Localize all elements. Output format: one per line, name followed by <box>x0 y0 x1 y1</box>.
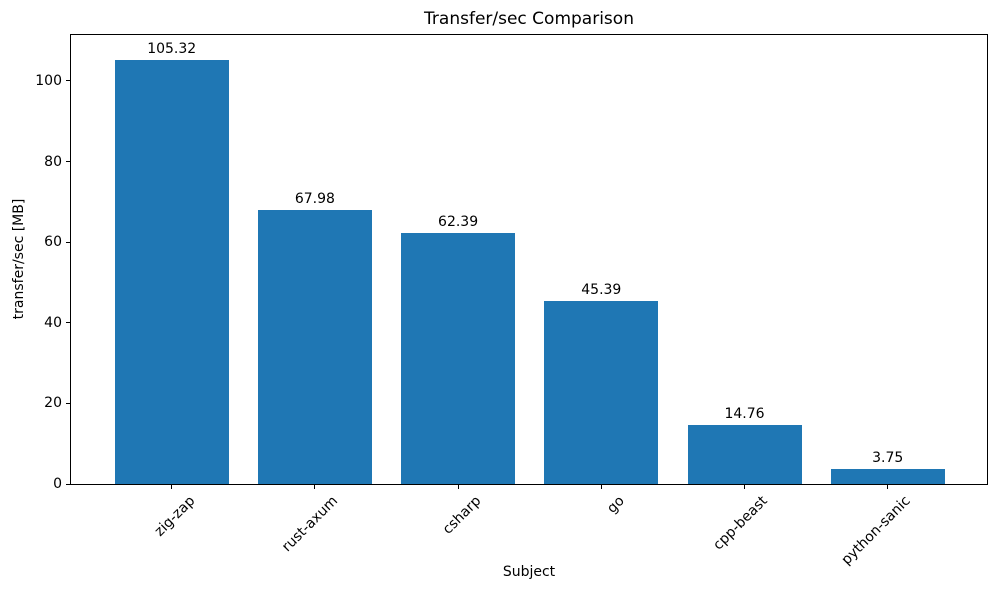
bar-value-label: 105.32 <box>147 40 197 57</box>
x-tick-mark <box>171 485 173 489</box>
x-tick-mark <box>457 485 459 489</box>
plot-area: 0 20 40 60 80 100 105.32 67.98 62.39 45.39 14.76 3… <box>35 34 988 568</box>
x-tick-mark <box>887 485 889 489</box>
bar-cpp-beast <box>687 424 802 484</box>
x-tick-label-csharp: csharp <box>439 493 485 538</box>
x-tick-label-python-sanic: python-sanic <box>838 493 915 569</box>
x-tick-mark <box>744 485 745 489</box>
bar-value-label: 45.39 <box>581 282 622 299</box>
bar-python-sanic <box>830 468 945 484</box>
y-tick-mark <box>66 322 70 324</box>
y-tick-label: 40 <box>44 314 62 331</box>
y-tick-mark <box>66 80 70 82</box>
bar-value-label: 62.39 <box>438 213 479 230</box>
x-tick-mark <box>314 485 316 489</box>
x-tick-label-zig-zap: zig-zap <box>151 493 199 540</box>
y-tick-mark <box>66 483 70 485</box>
bar-value-label: 3.75 <box>872 449 904 466</box>
y-tick-mark <box>66 402 70 404</box>
y-tick-label: 100 <box>35 72 62 89</box>
x-tick-label-rust-axum: rust-axum <box>279 493 342 556</box>
y-axis-label: transfer/sec [MB] <box>11 198 27 320</box>
y-tick-mark <box>66 161 70 163</box>
y-tick-label: 80 <box>44 153 62 170</box>
bar-go <box>544 301 659 484</box>
x-axis-label: Subject <box>502 564 556 580</box>
bar-value-label: 14.76 <box>724 405 765 422</box>
y-tick-mark <box>66 241 70 243</box>
bar-zig-zap <box>114 59 229 484</box>
bar-value-label: 67.98 <box>294 191 335 208</box>
chart-title: Transfer/sec Comparison <box>424 9 634 29</box>
x-tick-mark <box>600 485 602 489</box>
y-tick-label: 20 <box>44 395 62 412</box>
x-tick-label-cpp-beast: cpp-beast <box>710 493 771 554</box>
y-tick-label: 60 <box>44 234 62 251</box>
bar-rust-axum <box>257 210 372 484</box>
x-tick-label-go: go <box>603 493 628 517</box>
y-tick-label: 0 <box>53 476 62 492</box>
bar-csharp <box>401 232 516 484</box>
